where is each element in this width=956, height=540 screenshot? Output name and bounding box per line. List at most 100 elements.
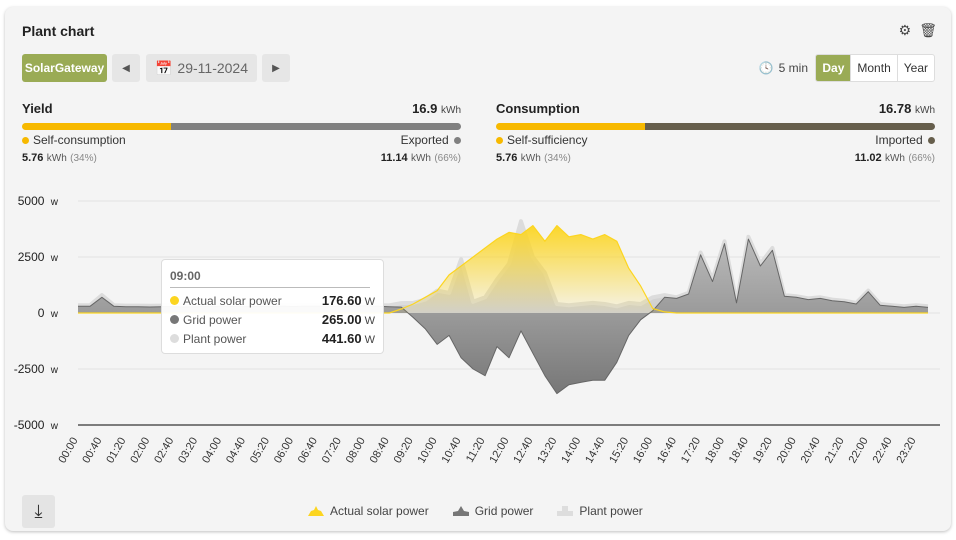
consumption-bar xyxy=(496,123,935,130)
x-tick-label: 20:00 xyxy=(775,436,799,466)
grid-dot xyxy=(170,315,179,325)
tooltip-unit: W xyxy=(364,334,375,346)
exported-value: 11.14 xyxy=(380,152,408,164)
interval-indicator: 🕓 5 min xyxy=(759,61,808,75)
calendar-icon: 📅 xyxy=(154,59,173,76)
tab-year[interactable]: Year xyxy=(896,55,934,81)
exported-label: Exported xyxy=(400,133,449,147)
clock-icon: 🕓 xyxy=(758,61,774,75)
x-tick-label: 21:20 xyxy=(823,436,847,466)
x-tick-label: 18:40 xyxy=(727,436,751,466)
consumption-total: 16.78 xyxy=(878,101,912,116)
x-tick-label: 00:40 xyxy=(80,436,104,466)
download-button[interactable]: ⤓ xyxy=(22,495,55,528)
tooltip-time: 09:00 xyxy=(170,269,370,288)
tab-day[interactable]: Day xyxy=(816,55,851,81)
yield-label: Yield xyxy=(22,101,53,116)
trash-icon[interactable]: 🗑 xyxy=(919,22,937,38)
x-tick-label: 03:20 xyxy=(176,436,200,466)
x-tick-label: 12:40 xyxy=(511,436,535,466)
y-tick-label: -2500 w xyxy=(14,362,59,376)
y-tick-label: 0 w xyxy=(38,306,59,320)
plant-dot xyxy=(170,334,179,344)
chart-tooltip: 09:00 Actual solar power 176.60 W Grid pow… xyxy=(161,259,384,354)
x-tick-label: 09:20 xyxy=(392,436,416,466)
gear-icon[interactable]: ⚙ xyxy=(898,22,912,38)
unit: kWh xyxy=(410,153,431,164)
tooltip-unit: W xyxy=(364,296,375,308)
previous-day-button[interactable]: ◀ xyxy=(112,54,140,82)
x-tick-label: 20:40 xyxy=(799,436,823,466)
x-tick-label: 02:40 xyxy=(152,436,176,466)
date-value: 29-11-2024 xyxy=(177,60,248,76)
exported-dot xyxy=(454,136,461,144)
self-consumption-label: Self-consumption xyxy=(33,133,126,147)
interval-value: 5 min xyxy=(778,61,808,75)
x-tick-label: 04:40 xyxy=(224,436,248,466)
caret-right-icon: ▶ xyxy=(272,62,280,74)
tab-month[interactable]: Month xyxy=(850,55,896,81)
self-sufficiency-value: 5.76 xyxy=(496,152,518,164)
yield-unit: kWh xyxy=(441,105,461,116)
legend-label: Plant power xyxy=(579,504,643,518)
x-tick-label: 04:00 xyxy=(200,436,224,466)
legend-label: Actual solar power xyxy=(330,504,429,518)
x-tick-label: 14:00 xyxy=(559,436,583,466)
date-picker[interactable]: 📅 29-11-2024 xyxy=(146,54,257,82)
next-day-button[interactable]: ▶ xyxy=(262,54,290,82)
consumption-label: Consumption xyxy=(496,101,580,116)
chart-legend: Actual solar power Grid power Plant powe… xyxy=(308,504,643,518)
consumption-summary: Consumption 16.78 kWh Self-sufficiency Imp… xyxy=(496,101,935,164)
tooltip-label: Grid power xyxy=(183,312,242,327)
x-tick-label: 06:00 xyxy=(272,436,296,466)
self-sufficiency-fill xyxy=(496,123,646,130)
legend-item-solar[interactable]: Actual solar power xyxy=(308,504,429,518)
exported-pct: (66%) xyxy=(434,153,461,164)
actual-solar-power-area xyxy=(78,225,929,313)
consumption-unit: kWh xyxy=(915,105,935,116)
x-tick-label: 08:00 xyxy=(344,436,368,466)
x-tick-label: 00:00 xyxy=(56,436,80,466)
x-tick-label: 18:00 xyxy=(703,436,727,466)
x-tick-label: 17:20 xyxy=(679,436,703,466)
x-tick-label: 10:00 xyxy=(416,436,440,466)
solar-dot xyxy=(170,296,179,306)
x-tick-label: 22:00 xyxy=(847,436,871,466)
tooltip-unit: W xyxy=(364,315,375,327)
self-consumption-pct: (34%) xyxy=(70,153,97,164)
x-tick-label: 16:40 xyxy=(655,436,679,466)
x-tick-label: 16:00 xyxy=(631,436,655,466)
x-tick-label: 07:20 xyxy=(320,436,344,466)
legend-item-plant[interactable]: Plant power xyxy=(557,504,643,518)
self-consumption-value: 5.76 xyxy=(22,152,44,164)
x-tick-label: 01:20 xyxy=(104,436,128,466)
x-tick-label: 08:40 xyxy=(368,436,392,466)
x-tick-label: 10:40 xyxy=(440,436,464,466)
legend-label: Grid power xyxy=(474,504,534,518)
tooltip-label: Plant power xyxy=(183,331,247,346)
tooltip-value: 176.60 xyxy=(321,293,362,308)
card-title: Plant chart xyxy=(22,23,95,39)
x-tick-label: 22:40 xyxy=(871,436,895,466)
x-tick-label: 14:40 xyxy=(583,436,607,466)
imported-pct: (66%) xyxy=(908,153,935,164)
imported-dot xyxy=(928,136,935,144)
x-tick-label: 11:20 xyxy=(464,436,488,465)
imported-label: Imported xyxy=(875,133,923,147)
tooltip-value: 441.60 xyxy=(321,331,362,346)
x-tick-label: 15:20 xyxy=(607,436,631,466)
period-selector: Day Month Year xyxy=(815,54,935,82)
unit: kWh xyxy=(884,153,905,164)
grid-power-area xyxy=(78,239,929,394)
imported-value: 11.02 xyxy=(854,152,882,164)
imported-fill xyxy=(645,123,935,130)
download-icon: ⤓ xyxy=(34,501,43,521)
yield-total: 16.9 xyxy=(412,101,438,116)
legend-item-grid[interactable]: Grid power xyxy=(452,504,534,518)
x-tick-label: 13:20 xyxy=(535,436,559,466)
source-button[interactable]: SolarGateway xyxy=(22,54,107,82)
tooltip-label: Actual solar power xyxy=(183,293,282,308)
x-tick-label: 23:20 xyxy=(894,436,918,466)
x-tick-label: 05:20 xyxy=(248,436,272,466)
caret-left-icon: ◀ xyxy=(122,62,130,74)
